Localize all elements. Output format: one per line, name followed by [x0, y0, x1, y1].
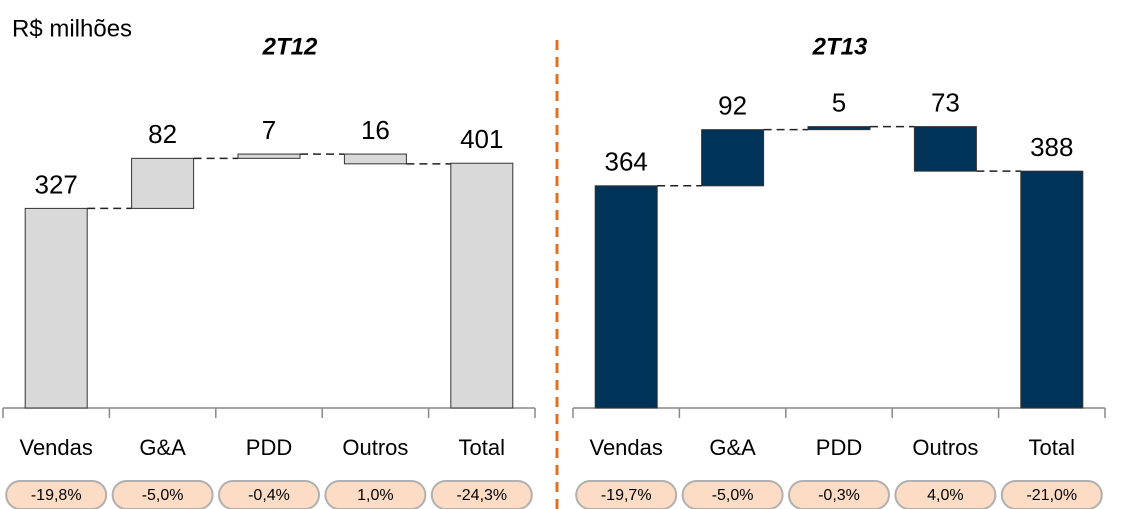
x-tick-label: Total: [1029, 435, 1075, 460]
x-tick-label: Vendas: [589, 435, 662, 460]
value-label: 16: [361, 115, 390, 145]
x-tick-label: Total: [459, 435, 505, 460]
value-label: 82: [148, 119, 177, 149]
x-tick-label: G&A: [139, 435, 186, 460]
x-tick-label: G&A: [709, 435, 756, 460]
bar: [450, 162, 514, 409]
bar: [237, 153, 301, 159]
margin-label: -21,0%: [1026, 487, 1077, 504]
bar: [701, 129, 765, 187]
value-label: 7: [262, 115, 276, 145]
margin-pill: [894, 480, 997, 509]
margin-label: -0,4%: [248, 487, 290, 504]
margin-label: -19,8%: [31, 487, 82, 504]
margin-label: -5,0%: [712, 487, 754, 504]
value-label: 5: [832, 87, 846, 117]
x-tick-label: Outros: [912, 435, 978, 460]
margin-label: 4,0%: [927, 487, 963, 504]
panel-title: 2T13: [812, 33, 868, 60]
bar: [807, 126, 871, 131]
bar: [1020, 170, 1084, 409]
panel-title: 2T12: [262, 33, 318, 60]
x-tick-label: PDD: [246, 435, 292, 460]
margin-label: 1,0%: [357, 487, 393, 504]
bar: [913, 126, 977, 172]
margin-label: -24,3%: [456, 487, 507, 504]
margin-label: -5,0%: [142, 487, 184, 504]
margin-pill: [788, 480, 890, 509]
margin-pill: [1000, 480, 1103, 509]
value-label: 364: [605, 147, 648, 177]
value-label: 401: [460, 124, 503, 154]
value-label: 327: [35, 169, 78, 199]
value-label: 388: [1030, 132, 1073, 162]
margin-pill: [324, 480, 427, 509]
margin-pill: [111, 480, 214, 509]
x-tick-label: Outros: [342, 435, 408, 460]
bar: [24, 207, 88, 409]
bar: [131, 157, 195, 209]
x-tick-label: Vendas: [19, 435, 92, 460]
value-label: 92: [718, 91, 747, 121]
margin-label: -19,7%: [601, 487, 652, 504]
unit-label: R$ milhões: [12, 15, 132, 42]
margin-pill: [5, 480, 108, 509]
bar: [594, 185, 658, 409]
margin-pill: [681, 480, 784, 509]
margin-pill: [218, 480, 320, 509]
x-tick-label: PDD: [816, 435, 862, 460]
value-label: 73: [931, 87, 960, 117]
bar: [343, 153, 407, 165]
margin-pill: [575, 480, 678, 509]
margin-label: -0,3%: [818, 487, 860, 504]
margin-pill: [430, 480, 533, 509]
